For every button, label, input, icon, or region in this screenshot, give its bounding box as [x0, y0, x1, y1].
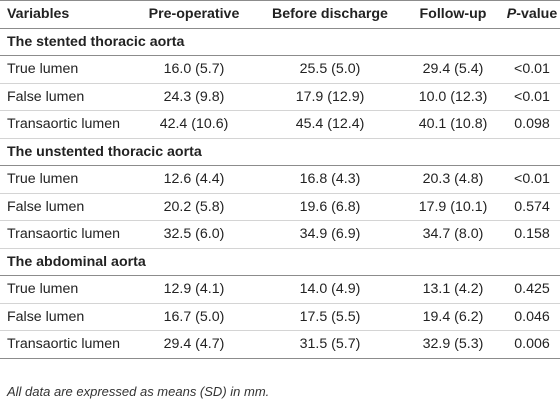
cell-before-discharge: 25.5 (5.0) [258, 55, 402, 84]
section-title: The unstented thoracic aorta [0, 137, 560, 166]
cell-p-value: 0.006 [504, 330, 560, 359]
table-row: True lumen 12.6 (4.4) 16.8 (4.3) 20.3 (4… [0, 165, 560, 194]
cell-variable: False lumen [0, 83, 130, 111]
cell-variable: False lumen [0, 193, 130, 221]
cell-before-discharge: 19.6 (6.8) [258, 193, 402, 221]
table-header: Variables Pre-operative Before discharge… [0, 0, 560, 29]
cell-before-discharge: 14.0 (4.9) [258, 275, 402, 304]
table-footnote: All data are expressed as means (SD) in … [7, 384, 270, 399]
cell-pre-operative: 16.0 (5.7) [130, 55, 258, 84]
cell-p-value: 0.574 [504, 193, 560, 221]
table-row: True lumen 12.9 (4.1) 14.0 (4.9) 13.1 (4… [0, 275, 560, 304]
cell-follow-up: 32.9 (5.3) [402, 330, 504, 359]
cell-pre-operative: 32.5 (6.0) [130, 220, 258, 249]
cell-variable: Transaortic lumen [0, 220, 130, 249]
cell-variable: False lumen [0, 303, 130, 331]
section-header: The abdominal aorta [0, 247, 560, 276]
results-table: Variables Pre-operative Before discharge… [0, 0, 560, 359]
table-row: Transaortic lumen 42.4 (10.6) 45.4 (12.4… [0, 110, 560, 139]
cell-follow-up: 10.0 (12.3) [402, 83, 504, 111]
cell-pre-operative: 16.7 (5.0) [130, 303, 258, 331]
table-row: False lumen 20.2 (5.8) 19.6 (6.8) 17.9 (… [0, 193, 560, 221]
cell-pre-operative: 20.2 (5.8) [130, 193, 258, 221]
cell-follow-up: 20.3 (4.8) [402, 165, 504, 194]
table-body: The stented thoracic aorta True lumen 16… [0, 27, 560, 359]
cell-follow-up: 13.1 (4.2) [402, 275, 504, 304]
cell-p-value: 0.425 [504, 275, 560, 304]
table-row: Transaortic lumen 32.5 (6.0) 34.9 (6.9) … [0, 220, 560, 249]
cell-p-value: <0.01 [504, 55, 560, 84]
cell-pre-operative: 29.4 (4.7) [130, 330, 258, 359]
header-pre-operative: Pre-operative [130, 0, 258, 29]
header-p-value: P-value [504, 0, 560, 29]
cell-p-value: 0.046 [504, 303, 560, 331]
p-value-suffix: -value [516, 6, 558, 23]
header-follow-up: Follow-up [402, 0, 504, 29]
cell-variable: True lumen [0, 165, 130, 194]
cell-p-value: <0.01 [504, 165, 560, 194]
cell-before-discharge: 17.9 (12.9) [258, 83, 402, 111]
table-row: False lumen 24.3 (9.8) 17.9 (12.9) 10.0 … [0, 83, 560, 111]
table-row: True lumen 16.0 (5.7) 25.5 (5.0) 29.4 (5… [0, 55, 560, 84]
cell-before-discharge: 45.4 (12.4) [258, 110, 402, 139]
header-variables: Variables [0, 0, 130, 29]
cell-follow-up: 17.9 (10.1) [402, 193, 504, 221]
cell-p-value: 0.158 [504, 220, 560, 249]
p-value-italic-label: P [506, 6, 517, 23]
cell-p-value: 0.098 [504, 110, 560, 139]
cell-follow-up: 34.7 (8.0) [402, 220, 504, 249]
cell-follow-up: 40.1 (10.8) [402, 110, 504, 139]
cell-p-value: <0.01 [504, 83, 560, 111]
section-title: The abdominal aorta [0, 247, 560, 276]
header-before-discharge: Before discharge [258, 0, 402, 29]
cell-before-discharge: 34.9 (6.9) [258, 220, 402, 249]
cell-before-discharge: 17.5 (5.5) [258, 303, 402, 331]
cell-pre-operative: 12.6 (4.4) [130, 165, 258, 194]
cell-variable: Transaortic lumen [0, 110, 130, 139]
cell-pre-operative: 12.9 (4.1) [130, 275, 258, 304]
header-row: Variables Pre-operative Before discharge… [0, 0, 560, 29]
cell-before-discharge: 16.8 (4.3) [258, 165, 402, 194]
cell-follow-up: 29.4 (5.4) [402, 55, 504, 84]
cell-variable: True lumen [0, 275, 130, 304]
section-title: The stented thoracic aorta [0, 27, 560, 56]
cell-variable: True lumen [0, 55, 130, 84]
table-row: False lumen 16.7 (5.0) 17.5 (5.5) 19.4 (… [0, 303, 560, 331]
cell-follow-up: 19.4 (6.2) [402, 303, 504, 331]
cell-pre-operative: 42.4 (10.6) [130, 110, 258, 139]
cell-before-discharge: 31.5 (5.7) [258, 330, 402, 359]
section-header: The stented thoracic aorta [0, 27, 560, 56]
table-row: Transaortic lumen 29.4 (4.7) 31.5 (5.7) … [0, 330, 560, 359]
section-header: The unstented thoracic aorta [0, 137, 560, 166]
cell-pre-operative: 24.3 (9.8) [130, 83, 258, 111]
cell-variable: Transaortic lumen [0, 330, 130, 359]
